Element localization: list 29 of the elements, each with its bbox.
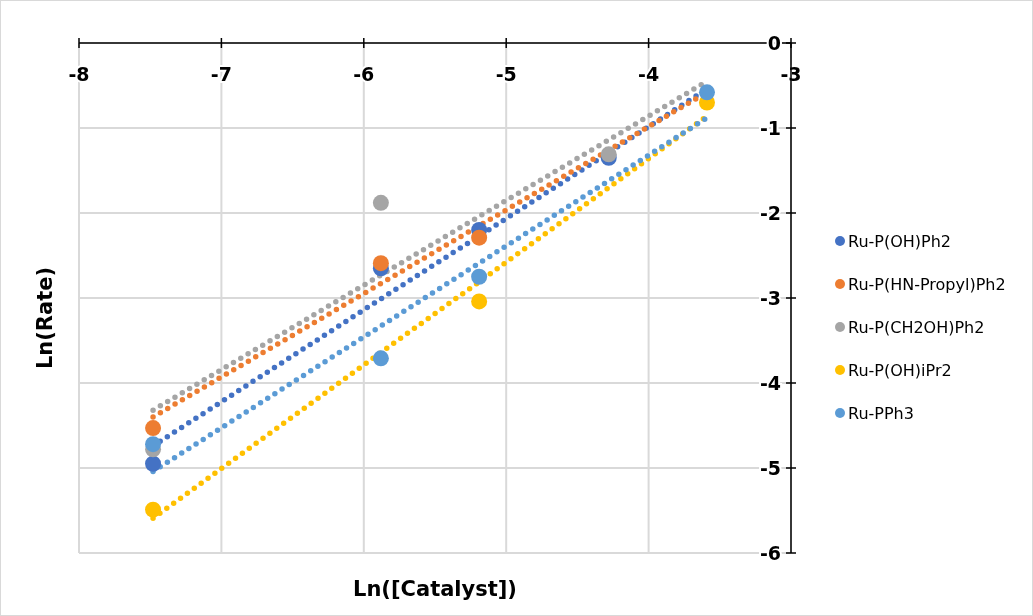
- legend-label: Ru-P(OH)Ph2: [848, 232, 952, 251]
- y-tick-label: -6: [759, 542, 781, 564]
- x-tick-label: -7: [210, 63, 232, 85]
- point: [698, 84, 715, 101]
- legend-label: Ru-P(HN-Propyl)Ph2: [848, 275, 1006, 294]
- y-tick-label: -5: [759, 457, 781, 479]
- point: [471, 229, 488, 246]
- legend-label: Ru-P(CH2OH)Ph2: [848, 318, 985, 337]
- point: [145, 455, 162, 472]
- point: [471, 268, 488, 285]
- x-tick-label: -5: [495, 63, 517, 85]
- x-axis-title: Ln([Catalyst]): [353, 577, 517, 601]
- legend-label: Ru-P(OH)iPr2: [848, 361, 952, 380]
- y-tick-label: -4: [759, 372, 781, 394]
- point: [372, 255, 389, 272]
- legend-label: Ru-PPh3: [848, 404, 914, 423]
- y-tick-label: -3: [759, 287, 781, 309]
- y-tick-label: -2: [759, 202, 781, 224]
- y-axis-title: Ln(Rate): [33, 266, 57, 370]
- point: [145, 501, 162, 518]
- x-tick-label: -4: [638, 63, 660, 85]
- point: [471, 293, 488, 310]
- x-tick-label: -8: [68, 63, 90, 85]
- point: [372, 194, 389, 211]
- y-tick-label: -1: [759, 117, 781, 139]
- point: [145, 436, 162, 453]
- point: [145, 420, 162, 437]
- point: [372, 350, 389, 367]
- x-tick-label: -6: [353, 63, 375, 85]
